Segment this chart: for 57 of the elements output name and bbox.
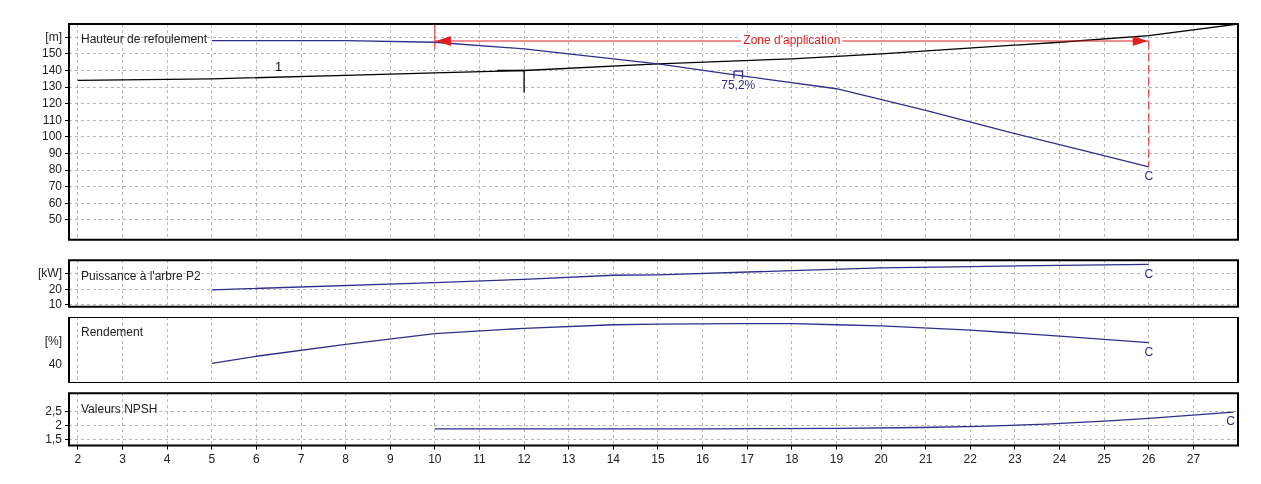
x-tick-label: 12 <box>517 452 532 467</box>
y-tick-label: 110 <box>42 112 63 127</box>
text: 40 <box>48 357 63 372</box>
x-tick-label: 26 <box>1142 452 1156 467</box>
y-tick-label: 50 <box>48 212 63 227</box>
y-tick-label: 150 <box>41 46 63 61</box>
y-tick-label: 10 <box>48 297 63 312</box>
y-tick-label: 20 <box>48 281 63 296</box>
x-tick-label: 14 <box>606 452 621 467</box>
y-tick-label: 1,5 <box>45 431 63 446</box>
y-tick-label: 70 <box>48 178 63 193</box>
y-tick-label: 130 <box>41 79 63 94</box>
x-tick-label: 18 <box>785 452 799 467</box>
x-tick-label: 15 <box>651 452 665 467</box>
x-tick-label: 7 <box>297 452 305 467</box>
x-tick-label: 10 <box>428 452 442 467</box>
x-tick-label: 5 <box>208 452 216 467</box>
y-tick-label: 100 <box>41 129 63 144</box>
text: Puissance à l'arbre P2 <box>81 268 202 283</box>
x-tick-label: 19 <box>829 452 844 467</box>
x-tick-label: 11 <box>473 452 487 467</box>
annotation: C <box>1144 266 1154 281</box>
annotation: C <box>1144 169 1154 184</box>
y-axis-title: [%] <box>44 334 62 349</box>
x-tick-label: 3 <box>119 452 127 467</box>
y-tick-label: [m] <box>45 29 62 44</box>
text: Hauteur de refoulement <box>81 32 208 47</box>
x-tick-label: 8 <box>342 452 350 467</box>
y-tick-label: 80 <box>48 162 63 177</box>
x-tick-label: 27 <box>1186 452 1201 467</box>
x-tick-label: 9 <box>386 452 394 467</box>
x-tick-label: 21 <box>918 452 933 467</box>
chart-title: Rendement <box>81 325 144 340</box>
x-tick-label: 22 <box>963 452 978 467</box>
x-tick-label: 4 <box>163 452 171 467</box>
text: Valeurs NPSH <box>81 401 158 416</box>
y-tick-label: 140 <box>41 62 63 77</box>
x-tick-label: 2 <box>74 452 82 467</box>
x-tick-label: 24 <box>1052 452 1067 467</box>
y-tick-label: 60 <box>48 195 63 210</box>
series-label: 1 <box>275 60 283 75</box>
y-tick-label: 2,5 <box>45 403 63 418</box>
x-tick-label: 16 <box>695 452 710 467</box>
y-tick-label: 2 <box>55 417 63 432</box>
annotation: 75,2% <box>721 77 756 92</box>
y-tick-label: 120 <box>41 95 63 110</box>
x-tick-label: 6 <box>253 452 261 467</box>
annotation: C <box>1144 344 1154 359</box>
annotation: C <box>1226 414 1236 429</box>
ref-line-label: Zone d'application <box>743 33 841 48</box>
y-tick-label: [kW] <box>38 266 62 281</box>
x-tick-label: 25 <box>1097 452 1112 467</box>
x-tick-label: 23 <box>1008 452 1022 467</box>
x-tick-label: 13 <box>562 452 576 467</box>
x-tick-label: 17 <box>740 452 755 467</box>
x-tick-label: 20 <box>874 452 889 467</box>
y-tick-label: 90 <box>48 145 63 160</box>
